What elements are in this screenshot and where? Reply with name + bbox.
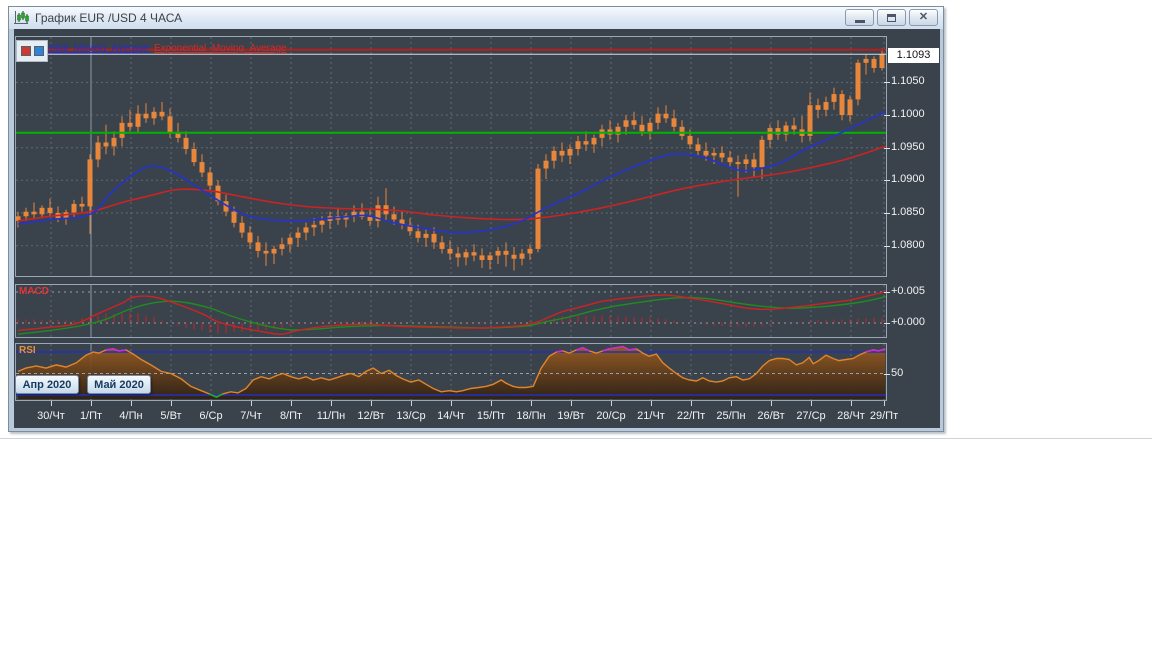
price-tick-mark: [884, 180, 890, 181]
window-title: График EUR /USD 4 ЧАСА: [35, 11, 183, 25]
date-tick-label: 5/Вт: [160, 410, 182, 422]
price-tick-label: 1.1000: [891, 108, 925, 120]
date-tick-mark: [771, 401, 772, 406]
date-tick-label: 4/Пн: [119, 410, 143, 422]
date-tick-mark: [811, 401, 812, 406]
minimize-button[interactable]: [845, 9, 874, 26]
price-tick-mark: [884, 148, 890, 149]
price-tick-label: 1.0850: [891, 206, 925, 218]
price-tick-label: 1.0800: [891, 239, 925, 251]
date-tick-label: 30/Чт: [37, 410, 65, 422]
close-icon: ✕: [918, 11, 929, 23]
macd-panel-label: MACD: [19, 286, 49, 297]
current-price-box: 1.1093: [888, 48, 939, 63]
close-button[interactable]: ✕: [909, 9, 938, 26]
date-tick-mark: [691, 401, 692, 406]
price-tick-mark: [884, 246, 890, 247]
macd-chart-svg[interactable]: [15, 284, 887, 338]
macd-tick-label: +0.000: [891, 316, 925, 328]
date-tick-label: 19/Вт: [557, 410, 585, 422]
date-tick-mark: [211, 401, 212, 406]
date-tick-label: 1/Пт: [79, 410, 103, 422]
may-2020-button[interactable]: Май 2020: [87, 375, 151, 394]
price-tick-label: 1.0900: [891, 173, 925, 185]
macd-panel[interactable]: MACD: [15, 284, 887, 338]
date-tick-label: 6/Ср: [199, 410, 223, 422]
date-tick-mark: [491, 401, 492, 406]
minimize-icon: [854, 19, 865, 23]
page-divider: [0, 438, 1152, 439]
date-tick-label: 22/Пт: [676, 410, 706, 422]
date-tick-mark: [411, 401, 412, 406]
date-tick-mark: [571, 401, 572, 406]
date-tick-mark: [371, 401, 372, 406]
candlestick-chart-icon: [13, 10, 29, 26]
date-tick-label: 8/Пт: [279, 410, 303, 422]
date-tick-mark: [91, 401, 92, 406]
price-panel[interactable]: Exponential_Moving_Average Exponential_M…: [15, 36, 887, 277]
blue-series-chip-icon: [33, 46, 44, 56]
date-tick-mark: [851, 401, 852, 406]
price-tick-mark: [884, 213, 890, 214]
date-tick-label: 20/Ср: [596, 410, 626, 422]
rsi-tick-label: 50: [891, 367, 904, 379]
date-tick-mark: [611, 401, 612, 406]
price-tick-label: 1.0950: [891, 141, 925, 153]
date-tick-mark: [171, 401, 172, 406]
date-tick-mark: [51, 401, 52, 406]
rsi-panel[interactable]: RSI: [15, 343, 887, 401]
date-tick-mark: [451, 401, 452, 406]
chart-client-area: Exponential_Moving_Average Exponential_M…: [14, 29, 940, 428]
window-controls: ✕: [842, 9, 938, 26]
price-chart-svg[interactable]: [15, 36, 887, 277]
maximize-icon: [887, 13, 896, 22]
maximize-button[interactable]: [877, 9, 906, 26]
price-tick-label: 1.1050: [891, 75, 925, 87]
titlebar[interactable]: График EUR /USD 4 ЧАСА ✕: [9, 7, 943, 29]
price-tick-mark: [884, 82, 890, 83]
date-tick-mark: [531, 401, 532, 406]
date-tick-label: 26/Вт: [757, 410, 785, 422]
date-tick-label: 18/Пн: [516, 410, 546, 422]
red-series-chip-icon: [20, 46, 31, 56]
date-tick-label: 29/Пт: [869, 410, 899, 422]
ema-fast-legend-label: Exponential_Moving_Average: [16, 43, 149, 54]
date-tick-mark: [731, 401, 732, 406]
rsi-tick-mark: [884, 374, 890, 375]
date-tick-label: 27/Ср: [796, 410, 826, 422]
date-tick-label: 13/Ср: [396, 410, 426, 422]
macd-tick-label: +0.005: [891, 285, 925, 297]
date-tick-label: 25/Пн: [716, 410, 746, 422]
macd-tick-mark: [884, 292, 890, 293]
date-tick-label: 11/Пн: [316, 410, 346, 422]
date-tick-label: 21/Чт: [637, 410, 665, 422]
current-price-value: 1.1093: [896, 49, 931, 61]
date-tick-mark: [251, 401, 252, 406]
rsi-panel-label: RSI: [19, 345, 36, 356]
macd-tick-mark: [884, 323, 890, 324]
date-tick-label: 7/Чт: [240, 410, 262, 422]
price-tick-mark: [884, 115, 890, 116]
ema-slow-legend-label: Exponential_Moving_Average: [154, 43, 287, 54]
date-tick-mark: [131, 401, 132, 406]
rsi-chart-svg[interactable]: [15, 343, 887, 401]
date-tick-label: 12/Вт: [357, 410, 385, 422]
date-tick-mark: [291, 401, 292, 406]
date-tick-mark: [884, 401, 885, 406]
date-tick-label: 28/Чт: [837, 410, 865, 422]
date-tick-mark: [651, 401, 652, 406]
date-tick-mark: [331, 401, 332, 406]
apr-2020-button[interactable]: Апр 2020: [15, 375, 79, 394]
legend-color-chips[interactable]: [16, 40, 48, 62]
date-tick-label: 14/Чт: [437, 410, 465, 422]
date-tick-label: 15/Пт: [476, 410, 506, 422]
chart-window: График EUR /USD 4 ЧАСА ✕ Exponential_Mov…: [8, 6, 944, 432]
